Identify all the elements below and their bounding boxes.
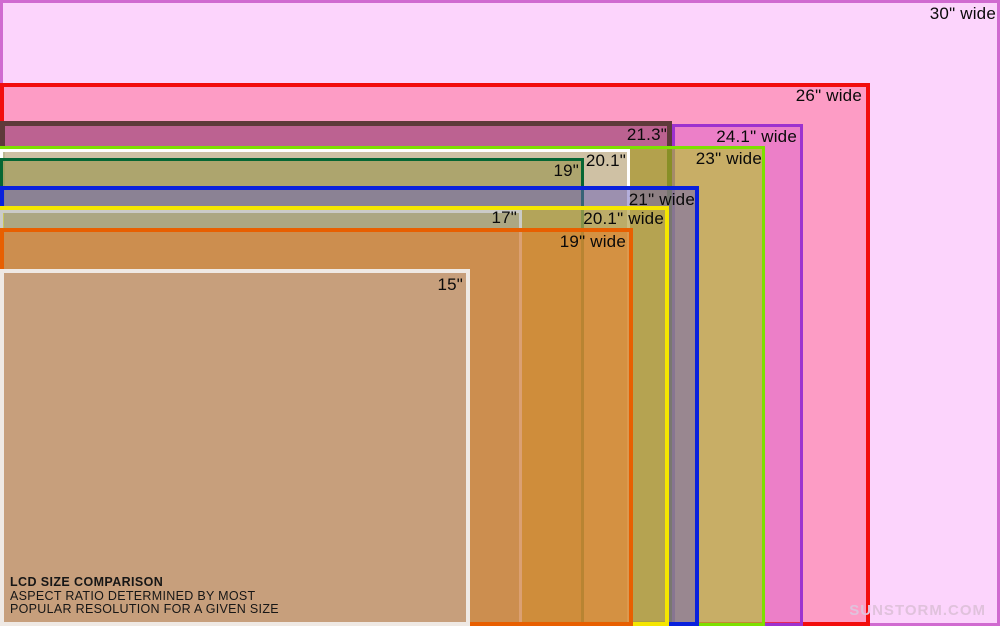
footer-text-block: LCD SIZE COMPARISON ASPECT RATIO DETERMI… bbox=[10, 575, 279, 616]
chart-subtitle-line-1: ASPECT RATIO DETERMINED BY MOST bbox=[10, 588, 256, 603]
monitor-label-17in: 17" bbox=[491, 208, 517, 227]
monitor-label-20-1in-wide: 20.1" wide bbox=[583, 209, 664, 228]
watermark-sunstorm: SUNSTORM.COM bbox=[849, 602, 986, 619]
monitor-label-21-3in: 21.3" bbox=[626, 125, 667, 144]
monitor-label-24-1in-wide: 24.1" wide bbox=[716, 127, 797, 146]
monitor-label-23in-wide: 23" wide bbox=[695, 149, 762, 168]
chart-subtitle-line-2: POPULAR RESOLUTION FOR A GIVEN SIZE bbox=[10, 601, 279, 616]
monitor-label-19in-wide: 19" wide bbox=[559, 232, 626, 251]
monitor-label-19in: 19" bbox=[553, 161, 579, 180]
monitor-label-21in-wide: 21" wide bbox=[628, 190, 695, 209]
monitor-label-15in: 15" bbox=[437, 275, 463, 294]
monitor-label-26in-wide: 26" wide bbox=[795, 86, 862, 105]
monitor-label-20-1in: 20.1" bbox=[585, 151, 626, 170]
monitor-label-30in-wide: 30" wide bbox=[929, 4, 996, 23]
chart-title: LCD SIZE COMPARISON bbox=[10, 575, 164, 589]
monitor-rect-15in bbox=[0, 269, 470, 626]
